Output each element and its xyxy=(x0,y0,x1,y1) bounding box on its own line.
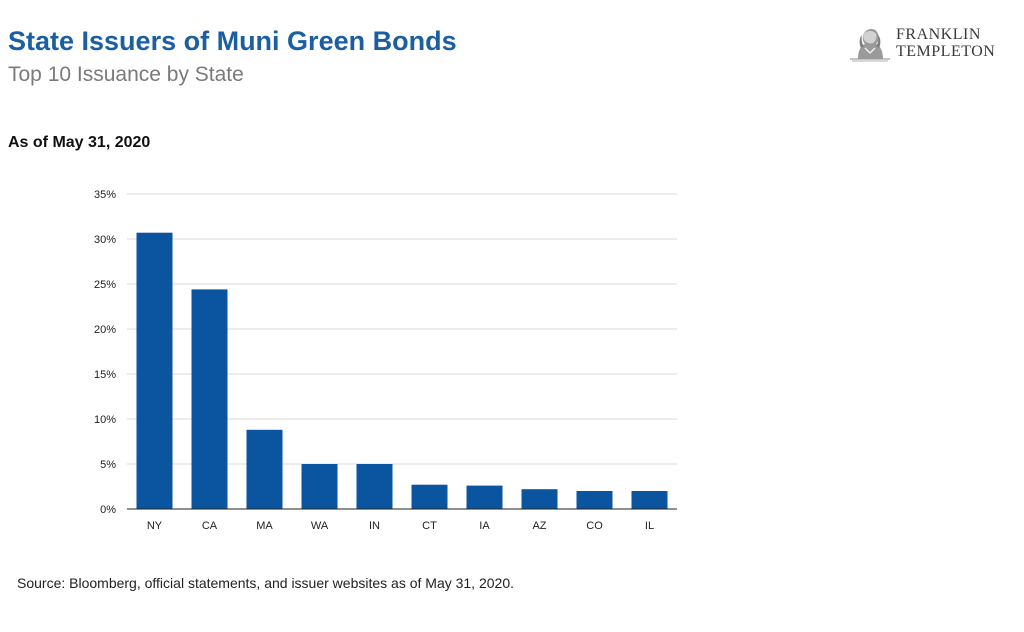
y-tick-label: 20% xyxy=(94,324,116,336)
y-tick-label: 0% xyxy=(100,504,116,516)
bar-ia xyxy=(466,485,503,509)
logo-line-1: FRANKLIN xyxy=(896,26,981,43)
bar-ca xyxy=(191,289,228,509)
as-of-date: As of May 31, 2020 xyxy=(8,134,151,151)
y-tick-label: 35% xyxy=(94,189,116,201)
x-tick-label: AZ xyxy=(532,520,546,532)
bars xyxy=(136,232,668,509)
bar-wa xyxy=(301,464,338,509)
bar-ct xyxy=(411,484,448,509)
x-tick-label: IL xyxy=(645,520,654,532)
benjamin-franklin-portrait-icon xyxy=(850,29,890,62)
y-tick-label: 10% xyxy=(94,414,116,426)
bar-az xyxy=(521,489,558,509)
bar-ny xyxy=(136,232,173,509)
bar-co xyxy=(576,491,613,509)
x-tick-label: IN xyxy=(369,520,380,532)
page-subtitle: Top 10 Issuance by State xyxy=(8,63,244,86)
x-tick-label: WA xyxy=(311,520,329,532)
x-tick-label: CO xyxy=(586,520,603,532)
bar-il xyxy=(631,491,668,509)
x-tick-label: NY xyxy=(147,520,163,532)
y-tick-label: 15% xyxy=(94,369,116,381)
x-tick-label: CA xyxy=(202,520,218,532)
bar-in xyxy=(356,464,393,509)
logo-line-2: TEMPLETON xyxy=(896,43,996,60)
franklin-templeton-logo: FRANKLIN TEMPLETON xyxy=(849,24,1019,64)
source-note: Source: Bloomberg, official statements, … xyxy=(17,575,514,591)
bar-ma xyxy=(246,429,283,509)
x-tick-label: MA xyxy=(256,520,273,532)
axes: 0% 5% 10% 15% 20% 25% 30% 35% NY CA MA WA IN CT IA AZ CO… xyxy=(94,189,677,532)
x-tick-label: IA xyxy=(479,520,490,532)
y-tick-label: 30% xyxy=(94,234,116,246)
y-tick-label: 5% xyxy=(100,459,116,471)
y-tick-label: 25% xyxy=(94,279,116,291)
page-title: State Issuers of Muni Green Bonds xyxy=(8,26,457,56)
x-tick-label: CT xyxy=(422,520,437,532)
